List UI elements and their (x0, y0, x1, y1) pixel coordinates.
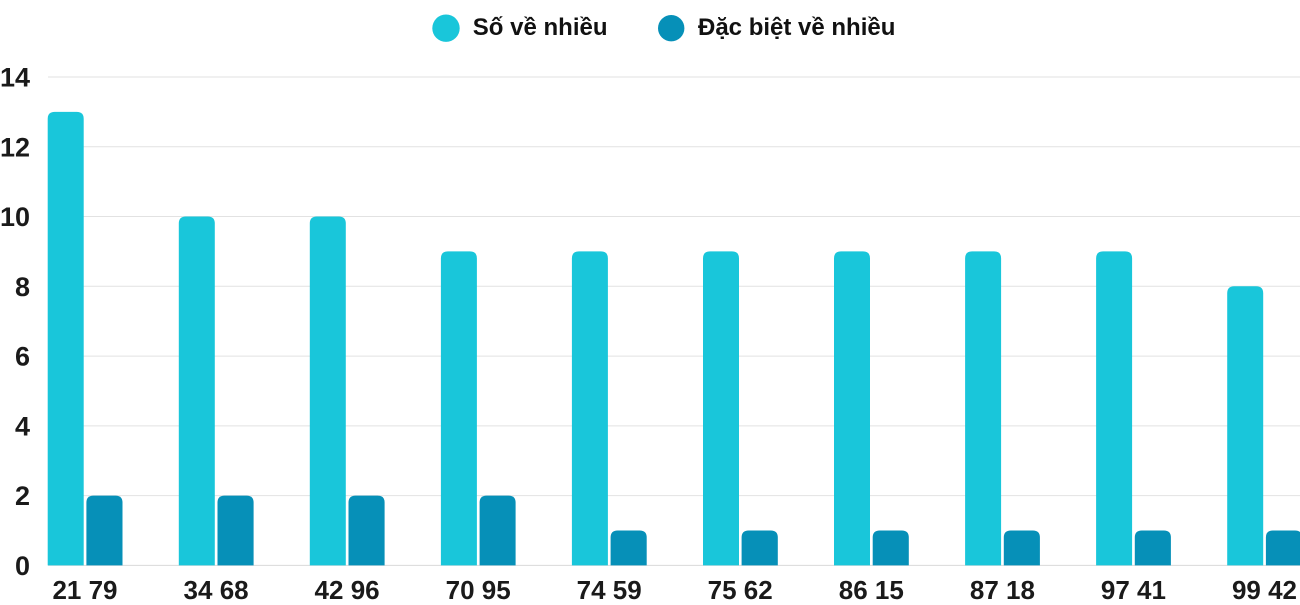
svg-text:34 68: 34 68 (184, 575, 249, 600)
svg-text:87 18: 87 18 (970, 575, 1035, 600)
svg-text:8: 8 (15, 272, 30, 302)
svg-text:42 96: 42 96 (315, 575, 380, 600)
svg-text:2: 2 (15, 481, 30, 511)
svg-text:97 41: 97 41 (1101, 575, 1166, 600)
svg-text:75 62: 75 62 (708, 575, 773, 600)
svg-text:99 42: 99 42 (1232, 575, 1297, 600)
svg-text:Số về nhiều: Số về nhiều (473, 14, 608, 41)
svg-text:12: 12 (0, 132, 30, 162)
svg-text:10: 10 (0, 202, 30, 232)
svg-text:70 95: 70 95 (446, 575, 511, 600)
svg-text:21 79: 21 79 (52, 575, 117, 600)
svg-text:4: 4 (15, 411, 30, 441)
svg-text:14: 14 (0, 63, 30, 93)
svg-text:0: 0 (15, 551, 30, 581)
svg-text:Đặc biệt về nhiều: Đặc biệt về nhiều (698, 14, 895, 41)
svg-text:74 59: 74 59 (577, 575, 642, 600)
svg-text:6: 6 (15, 342, 30, 372)
svg-text:86 15: 86 15 (839, 575, 904, 600)
